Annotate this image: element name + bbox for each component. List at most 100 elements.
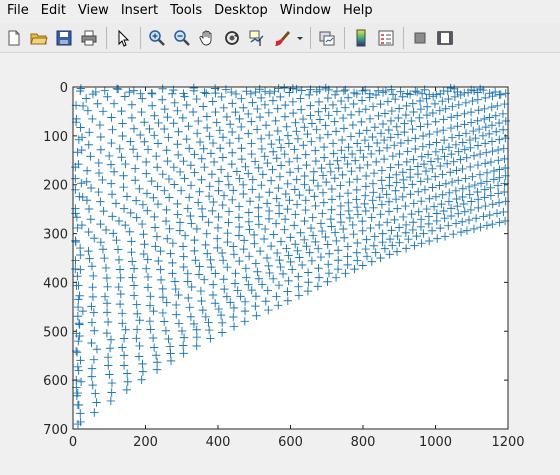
data-point: [395, 149, 404, 159]
data-point: [328, 139, 338, 148]
figure-canvas[interactable]: 0 200 400 600 800 1000 1200 0 100 200 300 400 500 600…: [0, 54, 560, 475]
data-point: [173, 140, 182, 149]
save-button[interactable]: [52, 26, 76, 50]
data-point: [471, 214, 481, 223]
data-point: [458, 164, 467, 174]
data-point: [151, 242, 160, 251]
menu-help[interactable]: Help: [343, 3, 373, 18]
data-point: [234, 231, 244, 240]
insert-legend-button[interactable]: [374, 26, 398, 50]
data-point: [427, 226, 437, 235]
data-point: [413, 169, 423, 179]
data-point: [103, 317, 113, 327]
new-figure-button[interactable]: [2, 26, 26, 50]
data-point: [186, 312, 196, 321]
data-point: [428, 108, 438, 118]
menu-edit[interactable]: Edit: [40, 3, 66, 18]
data-point: [127, 248, 136, 257]
data-point: [191, 256, 200, 265]
data-point: [480, 104, 489, 114]
data-point: [146, 292, 155, 301]
data-point: [466, 205, 476, 215]
data-point: [256, 93, 266, 103]
data-point: [119, 351, 129, 360]
rotate-3d-button[interactable]: [220, 26, 244, 50]
data-point: [367, 257, 377, 266]
data-point: [390, 215, 399, 225]
data-point: [104, 151, 114, 161]
data-point: [196, 286, 206, 296]
show-plot-tools-button[interactable]: [433, 26, 457, 50]
data-point: [283, 296, 293, 305]
data-point: [257, 144, 267, 154]
data-cursor-button[interactable]: [245, 26, 269, 50]
data-point: [128, 257, 137, 266]
brush-button[interactable]: [270, 26, 294, 50]
data-point: [388, 90, 398, 99]
zoom-in-button[interactable]: [145, 26, 169, 50]
menu-file[interactable]: File: [7, 3, 29, 18]
menu-desktop[interactable]: Desktop: [214, 3, 268, 18]
edit-plot-button[interactable]: [111, 26, 135, 50]
data-point: [311, 201, 320, 211]
data-point: [376, 210, 385, 219]
data-point: [291, 118, 300, 127]
menu-view[interactable]: View: [77, 3, 109, 18]
data-point: [244, 252, 254, 261]
data-point: [166, 349, 175, 358]
data-point: [482, 177, 492, 186]
zoom-out-button[interactable]: [170, 26, 194, 50]
data-point: [88, 380, 97, 390]
open-file-button[interactable]: [27, 26, 51, 50]
data-point: [429, 202, 439, 211]
data-point: [87, 318, 97, 327]
data-point: [89, 355, 99, 364]
data-point: [127, 237, 136, 246]
data-point: [76, 123, 85, 132]
data-point: [158, 308, 168, 318]
menu-tools[interactable]: Tools: [170, 3, 203, 18]
data-point: [378, 237, 387, 247]
data-point: [177, 326, 187, 336]
data-point: [121, 325, 130, 334]
data-point: [72, 348, 82, 357]
data-point: [377, 176, 386, 185]
data-point: [339, 233, 349, 242]
print-button[interactable]: [77, 26, 101, 50]
data-point: [114, 282, 123, 292]
data-point: [465, 135, 475, 145]
data-point: [180, 174, 189, 183]
hide-plot-tools-button[interactable]: [408, 26, 432, 50]
menu-insert[interactable]: Insert: [120, 3, 159, 18]
data-point: [283, 131, 293, 140]
data-point: [150, 212, 159, 222]
link-plot-button[interactable]: [315, 26, 339, 50]
data-point: [460, 88, 469, 98]
data-point: [403, 136, 413, 145]
menu-window[interactable]: Window: [279, 3, 332, 18]
data-point: [500, 187, 509, 197]
data-point: [141, 157, 151, 167]
data-point: [349, 88, 359, 98]
pan-hand-icon: [199, 30, 212, 45]
data-point: [150, 223, 160, 232]
data-point: [76, 377, 86, 386]
data-point: [98, 175, 107, 185]
data-point: [227, 159, 237, 169]
data-point: [401, 201, 410, 211]
data-point: [392, 170, 401, 179]
data-point: [300, 216, 309, 226]
scatter-plot[interactable]: 0 200 400 600 800 1000 1200 0 100 200 300 400 500 600…: [0, 54, 560, 475]
data-point: [278, 269, 288, 279]
data-point: [410, 241, 419, 250]
data-point: [416, 177, 425, 186]
data-point: [297, 86, 306, 95]
legend-icon: [378, 30, 394, 45]
pan-button[interactable]: [195, 26, 219, 50]
data-point: [170, 98, 179, 108]
data-point: [458, 138, 467, 147]
insert-colorbar-button[interactable]: [349, 26, 373, 50]
data-point: [195, 262, 204, 271]
brush-dropdown-button[interactable]: [295, 26, 305, 50]
data-point: [473, 116, 482, 125]
